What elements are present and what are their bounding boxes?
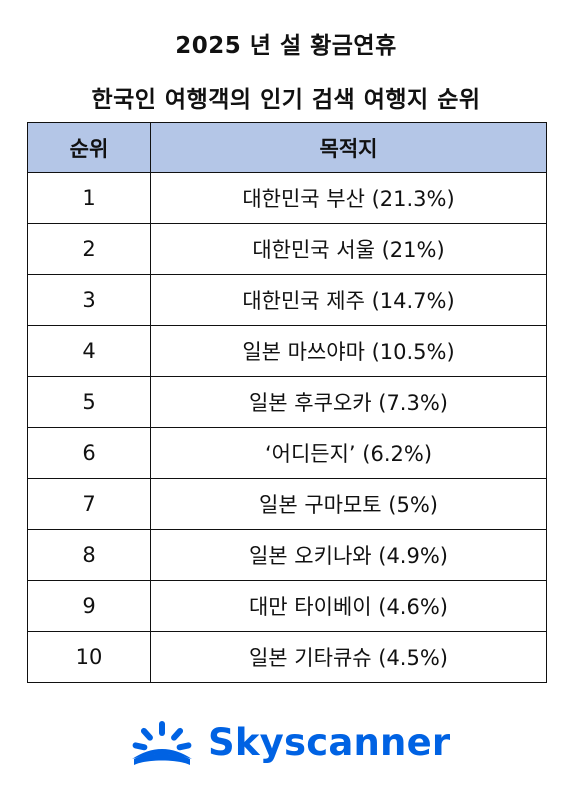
rank-cell: 4: [27, 325, 151, 377]
destination-cell: 대한민국 서울 (21%): [150, 223, 547, 275]
ranking-table: 순위 목적지 1 대한민국 부산 (21.3%) 2 대한민국 서울 (21%)…: [27, 122, 547, 683]
table-row: 9 대만 타이베이 (4.6%): [27, 580, 547, 632]
rank-cell: 2: [27, 223, 151, 275]
sunrise-icon: [132, 721, 192, 765]
rank-cell: 3: [27, 274, 151, 326]
table-row: 6 ‘어디든지’ (6.2%): [27, 427, 547, 479]
table-row: 10 일본 기타큐슈 (4.5%): [27, 631, 547, 683]
table-row: 5 일본 후쿠오카 (7.3%): [27, 376, 547, 428]
table-row: 3 대한민국 제주 (14.7%): [27, 274, 547, 326]
table-row: 1 대한민국 부산 (21.3%): [27, 172, 547, 224]
logo-wordmark: Skyscanner: [208, 721, 451, 764]
rank-cell: 9: [27, 580, 151, 632]
destination-cell: 일본 오키나와 (4.9%): [150, 529, 547, 581]
destination-cell: 일본 구마모토 (5%): [150, 478, 547, 530]
table-row: 2 대한민국 서울 (21%): [27, 223, 547, 275]
destination-cell: 대한민국 부산 (21.3%): [150, 172, 547, 224]
destination-cell: 대한민국 제주 (14.7%): [150, 274, 547, 326]
destination-cell: 일본 마쓰야마 (10.5%): [150, 325, 547, 377]
table-row: 4 일본 마쓰야마 (10.5%): [27, 325, 547, 377]
rank-cell: 8: [27, 529, 151, 581]
destination-cell: 일본 기타큐슈 (4.5%): [150, 631, 547, 683]
rank-cell: 1: [27, 172, 151, 224]
header-rank: 순위: [27, 122, 151, 173]
destination-cell: 대만 타이베이 (4.6%): [150, 580, 547, 632]
header-destination: 목적지: [150, 122, 547, 173]
destination-cell: 일본 후쿠오카 (7.3%): [150, 376, 547, 428]
title-line-2: 한국인 여행객의 인기 검색 여행지 순위: [91, 87, 481, 113]
rank-cell: 6: [27, 427, 151, 479]
table-row: 7 일본 구마모토 (5%): [27, 478, 547, 530]
table-header-row: 순위 목적지: [27, 122, 547, 173]
skyscanner-logo: Skyscanner: [126, 715, 450, 775]
rank-cell: 5: [27, 376, 151, 428]
destination-cell: ‘어디든지’ (6.2%): [150, 427, 547, 479]
rank-cell: 10: [27, 631, 151, 683]
title-line-1: 2025 년 설 황금연휴: [175, 33, 397, 59]
table-row: 8 일본 오키나와 (4.9%): [27, 529, 547, 581]
rank-cell: 7: [27, 478, 151, 530]
